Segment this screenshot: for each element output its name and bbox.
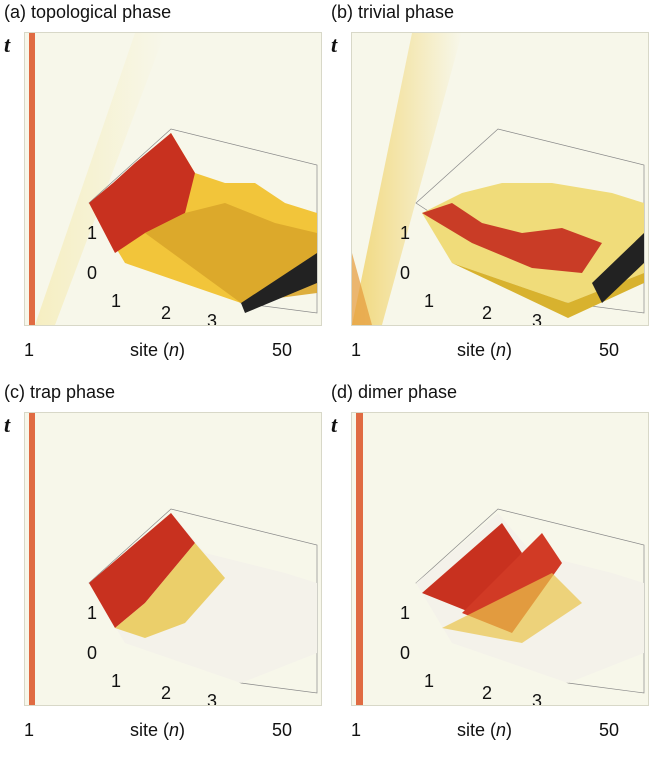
x-axis-label: site (n) bbox=[130, 720, 186, 740]
panel-title: (a) topological phase bbox=[4, 2, 172, 22]
site-tick-1: 1 bbox=[111, 291, 122, 311]
inset-3d-plot bbox=[88, 508, 318, 694]
site-tick-3: 3 bbox=[532, 691, 543, 706]
inset-3d-plot bbox=[415, 508, 645, 694]
z-tick-0: 0 bbox=[87, 643, 98, 663]
edge-mode-strip bbox=[29, 413, 35, 705]
x-axis-label: site (n) bbox=[457, 340, 513, 360]
x-min-label: 1 bbox=[351, 720, 362, 740]
x-min-label: 1 bbox=[24, 720, 35, 740]
density-heatmap: 1 0 1 2 3 bbox=[351, 32, 649, 326]
time-axis-label: t bbox=[4, 32, 11, 57]
site-tick-3: 3 bbox=[207, 691, 218, 706]
panel-a: (a) topological phase t 1 0 1 bbox=[0, 0, 326, 380]
panel-title: (c) trap phase bbox=[4, 382, 116, 402]
panel-c: (c) trap phase t 1 0 1 2 3 1 site (n) 50 bbox=[0, 380, 326, 760]
time-axis-label: t bbox=[331, 32, 338, 57]
light-cone-left bbox=[35, 33, 165, 325]
x-max-label: 50 bbox=[272, 340, 293, 360]
site-tick-2: 2 bbox=[161, 303, 172, 323]
density-heatmap: 1 0 1 2 3 bbox=[351, 412, 649, 706]
edge-mode-strip bbox=[29, 33, 35, 325]
panel-title: (b) trivial phase bbox=[331, 2, 455, 22]
z-tick-1: 1 bbox=[87, 603, 98, 623]
site-tick-3: 3 bbox=[207, 311, 218, 326]
z-tick-1: 1 bbox=[400, 223, 411, 243]
site-tick-2: 2 bbox=[161, 683, 172, 703]
z-tick-1: 1 bbox=[400, 603, 411, 623]
z-tick-0: 0 bbox=[87, 263, 98, 283]
x-axis-label: site (n) bbox=[130, 340, 186, 360]
inset-3d-plot bbox=[415, 128, 645, 318]
z-tick-0: 0 bbox=[400, 263, 411, 283]
site-tick-2: 2 bbox=[482, 683, 493, 703]
z-tick-1: 1 bbox=[87, 223, 98, 243]
site-tick-2: 2 bbox=[482, 303, 493, 323]
x-max-label: 50 bbox=[272, 720, 293, 740]
z-tick-0: 0 bbox=[400, 643, 411, 663]
x-axis-label: site (n) bbox=[457, 720, 513, 740]
x-min-label: 1 bbox=[351, 340, 362, 360]
x-min-label: 1 bbox=[24, 340, 35, 360]
site-tick-3: 3 bbox=[532, 311, 543, 326]
inset-3d-plot bbox=[88, 128, 318, 314]
panel-d: (d) dimer phase t 1 0 1 2 3 1 site (n) 5… bbox=[327, 380, 653, 760]
x-max-label: 50 bbox=[599, 720, 620, 740]
panel-b: (b) trivial phase t 1 0 1 2 3 1 si bbox=[327, 0, 653, 380]
light-cone-left bbox=[352, 33, 462, 325]
time-axis-label: t bbox=[331, 412, 338, 437]
time-axis-label: t bbox=[4, 412, 11, 437]
panel-title: (d) dimer phase bbox=[331, 382, 458, 402]
site-tick-1: 1 bbox=[424, 671, 435, 691]
density-heatmap: 1 0 1 2 3 bbox=[24, 412, 322, 706]
x-max-label: 50 bbox=[599, 340, 620, 360]
site-tick-1: 1 bbox=[111, 671, 122, 691]
site-tick-1: 1 bbox=[424, 291, 435, 311]
edge-mode-strip bbox=[356, 413, 363, 705]
density-heatmap: 1 0 1 2 3 bbox=[24, 32, 322, 326]
